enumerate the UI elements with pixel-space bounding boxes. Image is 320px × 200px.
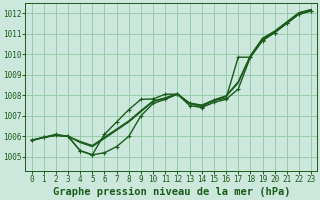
X-axis label: Graphe pression niveau de la mer (hPa): Graphe pression niveau de la mer (hPa): [52, 187, 290, 197]
